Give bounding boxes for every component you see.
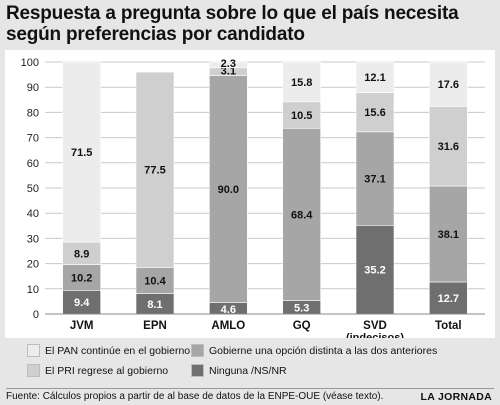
data-label: 10.5 bbox=[291, 110, 312, 122]
source-note: Fuente: Cálculos propios a partir de al … bbox=[6, 391, 384, 402]
data-label: 77.5 bbox=[144, 165, 165, 177]
data-label: 38.1 bbox=[438, 229, 459, 241]
data-label: 15.6 bbox=[364, 107, 385, 119]
legend-item-ninguna: Ninguna /NS/NR bbox=[191, 364, 287, 377]
y-tick-label: 60 bbox=[27, 158, 39, 170]
data-label: 31.6 bbox=[438, 141, 459, 153]
data-label: 10.4 bbox=[144, 275, 166, 287]
data-label: 8.9 bbox=[74, 248, 89, 260]
x-tick-sublabel: (indecisos) bbox=[346, 332, 404, 338]
bar-segment bbox=[209, 61, 248, 69]
bar-segment bbox=[282, 127, 321, 301]
bar-segment bbox=[429, 185, 468, 283]
x-tick-label: SVD bbox=[363, 320, 387, 332]
y-tick-label: 30 bbox=[27, 233, 39, 245]
x-tick-label: JVM bbox=[70, 320, 94, 332]
y-tick-label: 40 bbox=[27, 208, 39, 220]
bar-segment bbox=[355, 61, 395, 93]
data-label: 2.3 bbox=[221, 58, 236, 70]
data-label: 4.6 bbox=[221, 304, 236, 316]
brand-logo-text: LA JORNADA bbox=[420, 391, 492, 403]
footer-divider bbox=[6, 388, 494, 389]
data-label: 8.1 bbox=[147, 299, 162, 311]
bar-segment bbox=[135, 267, 175, 294]
y-tick-label: 100 bbox=[21, 57, 39, 69]
legend-swatch-otra-opcion bbox=[191, 344, 204, 357]
legend-label-pri: El PRI regrese al gobierno bbox=[45, 364, 169, 377]
y-tick-label: 80 bbox=[27, 107, 39, 119]
chart-panel: 0 10 20 30 40 50 60 70 80 90 100 9.4 10.2 8.9 71.5 JVM 8… bbox=[5, 50, 495, 338]
data-label: 90.0 bbox=[218, 184, 239, 196]
data-label: 9.4 bbox=[74, 297, 90, 309]
legend-label-ninguna: Ninguna /NS/NR bbox=[209, 364, 287, 377]
bar-segment bbox=[355, 131, 395, 226]
bar-segment bbox=[62, 61, 101, 243]
y-tick-label: 70 bbox=[27, 133, 39, 145]
data-label: 5.3 bbox=[294, 302, 309, 314]
data-label: 15.8 bbox=[291, 77, 312, 89]
data-label: 10.2 bbox=[71, 272, 92, 284]
bar-segment bbox=[282, 61, 321, 103]
legend-swatch-pan bbox=[27, 344, 40, 357]
legend-item-otra-opcion: Gobierne una opción distinta a las dos a… bbox=[191, 344, 437, 357]
data-label: 17.6 bbox=[438, 79, 459, 91]
legend-item-pri: El PRI regrese al gobierno bbox=[27, 364, 168, 377]
legend-swatch-pri bbox=[27, 364, 40, 377]
legend-item-pan: El PAN continúe en el gobierno bbox=[27, 344, 190, 357]
data-label: 35.2 bbox=[364, 265, 385, 277]
x-tick-label: GQ bbox=[293, 320, 311, 332]
legend-label-otra-opcion: Gobierne una opción distinta a las dos a… bbox=[209, 344, 438, 357]
data-label: 12.1 bbox=[364, 72, 385, 84]
data-label: 12.7 bbox=[438, 293, 459, 305]
legend-label-pan: El PAN continúe en el gobierno bbox=[45, 344, 191, 357]
bar-segment bbox=[282, 101, 321, 129]
stacked-bar-chart: 0 10 20 30 40 50 60 70 80 90 100 9.4 10.2 8.9 71.5 JVM 8… bbox=[21, 57, 485, 338]
x-tick-label: Total bbox=[435, 320, 462, 332]
y-tick-label: 0 bbox=[33, 309, 39, 321]
y-tick-label: 90 bbox=[27, 82, 39, 94]
bar-segment bbox=[429, 61, 468, 107]
y-tick-label: 50 bbox=[27, 183, 39, 195]
x-tick-label: EPN bbox=[143, 320, 167, 332]
bar-segment bbox=[62, 264, 101, 291]
data-label: 3.1 bbox=[221, 66, 236, 78]
bar-segment bbox=[209, 75, 248, 303]
bar-segment bbox=[135, 71, 175, 268]
bar-segment bbox=[355, 92, 395, 133]
x-tick-label: AMLO bbox=[211, 320, 245, 332]
data-label: 71.5 bbox=[71, 147, 92, 159]
data-label: 37.1 bbox=[364, 174, 385, 186]
bar-segment bbox=[429, 106, 468, 187]
legend: El PAN continúe en el gobierno Gobierne … bbox=[5, 340, 495, 386]
data-label: 68.4 bbox=[291, 209, 313, 221]
legend-swatch-ninguna bbox=[191, 364, 204, 377]
y-tick-label: 10 bbox=[27, 284, 39, 296]
y-tick-label: 20 bbox=[27, 259, 39, 271]
chart-title: Respuesta a pregunta sobre lo que el paí… bbox=[6, 3, 459, 45]
